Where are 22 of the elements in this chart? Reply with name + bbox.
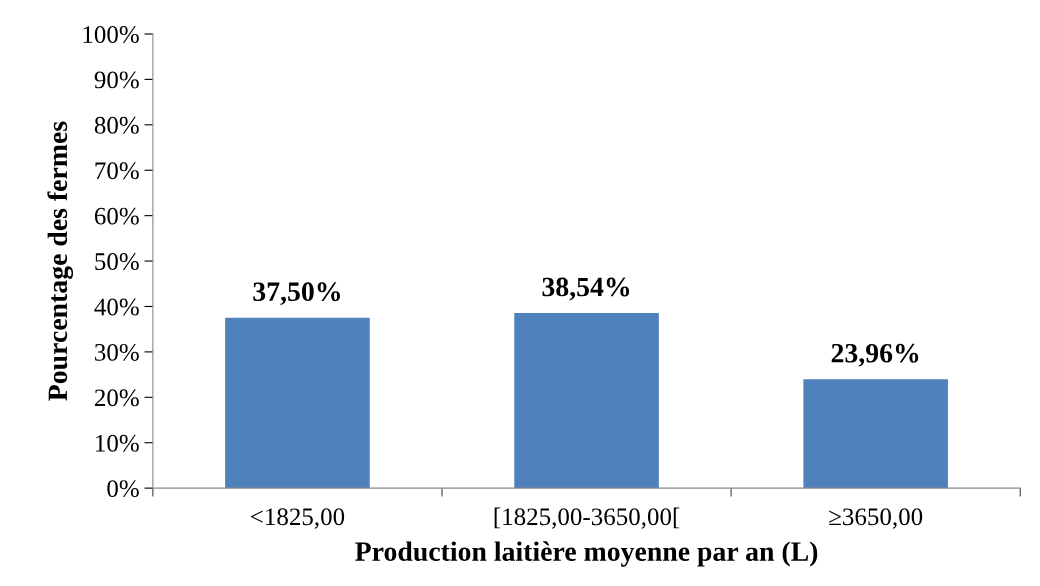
x-tick-label: [1825,00-3650,00[ [494, 507, 680, 529]
y-tick-label: 20% [94, 389, 139, 407]
y-tick-label: 30% [95, 343, 139, 361]
y-tick-label: 70% [95, 162, 139, 180]
y-tick-label: 60% [94, 207, 139, 225]
bar [514, 313, 659, 489]
y-axis-title: Pourcentage des fermes [47, 121, 74, 401]
y-tick-label: 10% [96, 434, 139, 452]
data-label: 23,96% [831, 343, 919, 367]
y-tick-label: 40% [94, 298, 139, 316]
bar [225, 317, 370, 489]
data-label: 38,54% [542, 277, 630, 301]
bar [803, 379, 948, 489]
y-tick-label: 90% [94, 71, 139, 89]
x-tick-label: ≥3650,00 [829, 508, 923, 529]
y-tick-label: 80% [94, 116, 139, 134]
y-tick-label: 50% [95, 253, 139, 271]
x-tick-label: <1825,00 [251, 508, 345, 529]
y-tick-label: 100% [83, 26, 139, 43]
x-axis-title: Production laitière moyenne par an (L) [355, 541, 818, 567]
data-label: 37,50% [253, 282, 340, 306]
y-tick-label: 0% [107, 480, 139, 498]
